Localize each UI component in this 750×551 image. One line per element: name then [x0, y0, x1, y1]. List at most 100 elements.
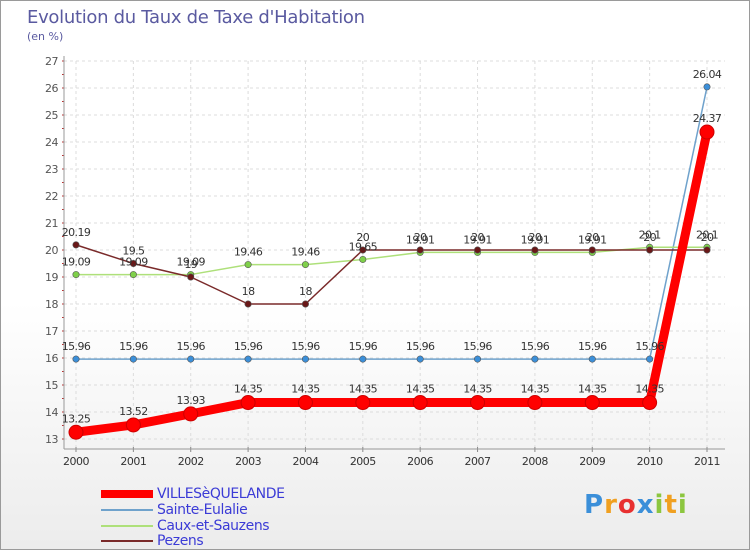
- series-1-point: [703, 83, 711, 91]
- series-1-point: [129, 355, 137, 363]
- logo-letter: t: [664, 490, 678, 520]
- series-line-1: [75, 86, 708, 360]
- series-0-point: [68, 424, 84, 440]
- legend-swatch: [101, 540, 153, 542]
- series-3-point: [129, 259, 137, 267]
- x-tick-label: 2002: [178, 455, 204, 468]
- chart-title: Evolution du Taux de Taxe d'Habitation: [27, 7, 365, 28]
- y-tick-label: 19: [45, 271, 58, 284]
- data-label-series-1: 15.96: [578, 340, 607, 353]
- data-label-series-3: 20: [643, 231, 656, 244]
- data-label-series-3: 18: [242, 285, 255, 298]
- series-0-point: [240, 395, 256, 411]
- proxiti-logo: Proxiti: [584, 490, 688, 520]
- data-label-series-2: 19.46: [234, 246, 263, 259]
- series-0-point: [355, 395, 371, 411]
- data-label-series-1: 15.96: [635, 340, 664, 353]
- data-label-series-2: 19.91: [463, 233, 492, 246]
- data-label-series-1: 15.96: [349, 340, 378, 353]
- data-label-series-0: 13.93: [176, 394, 205, 407]
- series-3-point: [72, 241, 80, 249]
- x-tick-label: 2003: [235, 455, 261, 468]
- series-3-point: [703, 246, 711, 254]
- series-3-point: [244, 300, 252, 308]
- data-label-series-2: 19.91: [521, 233, 550, 246]
- y-tick-label: 27: [45, 55, 58, 68]
- data-label-series-0: 14.35: [406, 383, 435, 396]
- series-3-point: [646, 246, 654, 254]
- data-label-series-0: 14.35: [521, 383, 550, 396]
- y-tick-label: 13: [45, 433, 58, 446]
- data-label-series-1: 15.96: [406, 340, 435, 353]
- data-label-series-2: 19.09: [176, 256, 205, 269]
- series-1-point: [588, 355, 596, 363]
- series-0-point: [183, 406, 199, 422]
- y-axis-unit: (en %): [27, 30, 64, 43]
- y-tick-label: 22: [45, 190, 58, 203]
- series-2-point: [359, 255, 367, 263]
- series-1-point: [474, 355, 482, 363]
- logo-letter: i: [677, 490, 688, 520]
- series-1-point: [244, 355, 252, 363]
- series-3-point: [359, 246, 367, 254]
- axes: 13 14 15 16 17 18 19 20 21 22 23 24 25 26 27 2000 2001 20…: [45, 55, 725, 468]
- series-1-point: [301, 355, 309, 363]
- series-layer: [68, 83, 715, 440]
- data-label-series-2: 20.1: [639, 228, 661, 241]
- y-tick-label: 16: [45, 352, 58, 365]
- data-label-series-1: 15.96: [291, 340, 320, 353]
- data-label-series-3: 20: [414, 231, 427, 244]
- data-label-series-1: 15.96: [234, 340, 263, 353]
- series-0-point: [699, 124, 715, 140]
- data-label-series-3: 20: [529, 231, 542, 244]
- series-2-point: [301, 261, 309, 269]
- data-label-series-1: 26.04: [693, 68, 722, 81]
- series-0-point: [125, 417, 141, 433]
- logo-letter: o: [617, 490, 637, 520]
- data-label-series-2: 19.91: [578, 233, 607, 246]
- data-label-series-1: 15.96: [119, 340, 148, 353]
- series-0-point: [642, 395, 658, 411]
- data-label-series-0: 14.35: [349, 383, 378, 396]
- data-label-series-3: 19.5: [122, 245, 145, 258]
- series-3-point: [301, 300, 309, 308]
- legend-label: Sainte-Eulalie: [157, 502, 248, 518]
- x-tick-label: 2006: [407, 455, 433, 468]
- data-label-series-0: 14.35: [463, 383, 492, 396]
- y-tick-label: 17: [45, 325, 58, 338]
- legend-swatch: [101, 525, 153, 527]
- y-tick-label: 20: [45, 244, 58, 257]
- data-label-series-3: 20.19: [62, 226, 91, 239]
- data-label-series-1: 15.96: [62, 340, 91, 353]
- data-label-series-3: 20: [471, 231, 484, 244]
- x-tick-label: 2008: [522, 455, 548, 468]
- series-line-3: [75, 244, 708, 305]
- x-tick-label: 2010: [637, 455, 663, 468]
- series-0-point: [584, 395, 600, 411]
- x-tick-label: 2004: [292, 455, 318, 468]
- series-0-point: [527, 395, 543, 411]
- data-label-series-3: 20: [356, 231, 369, 244]
- x-tick-label: 2001: [120, 455, 146, 468]
- data-label-series-0: 14.35: [291, 383, 320, 396]
- data-label-series-3: 19: [184, 258, 197, 271]
- series-1-point: [72, 355, 80, 363]
- series-line-0: [71, 127, 712, 437]
- data-label-series-0: 14.35: [234, 383, 263, 396]
- logo-letter: P: [584, 490, 605, 520]
- y-tick-label: 26: [45, 82, 58, 95]
- y-tick-label: 23: [45, 163, 58, 176]
- series-3-point: [416, 246, 424, 254]
- y-tick-label: 24: [45, 136, 58, 149]
- data-label-series-1: 15.96: [521, 340, 550, 353]
- data-label-series-0: 13.52: [119, 405, 148, 418]
- data-label-series-1: 15.96: [176, 340, 205, 353]
- y-tick-label: 21: [45, 217, 58, 230]
- data-label-series-2: 19.09: [119, 256, 148, 269]
- data-label-series-3: 20: [586, 231, 599, 244]
- logo-letter: i: [654, 490, 665, 520]
- series-0-point: [470, 395, 486, 411]
- series-1-point: [359, 355, 367, 363]
